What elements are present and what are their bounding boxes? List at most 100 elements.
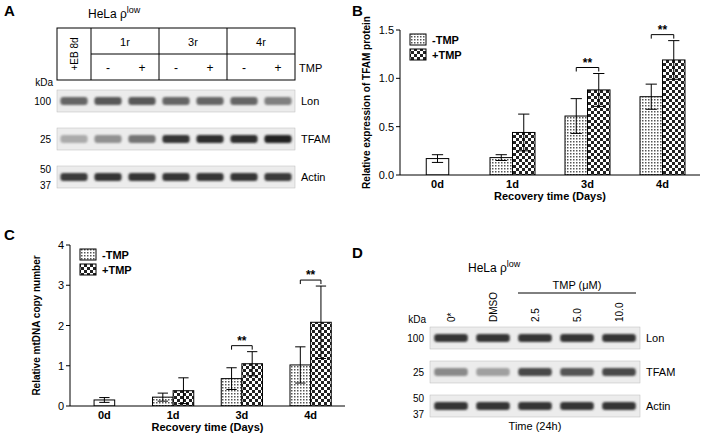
treatment: +: [206, 61, 213, 75]
x-tick-label: 4d: [304, 409, 317, 421]
legend-swatch: [80, 249, 96, 260]
error-cap: [178, 377, 188, 378]
band-name: TFAM: [646, 366, 675, 378]
band: [162, 135, 189, 143]
band: [518, 368, 552, 376]
significance: **: [583, 56, 593, 70]
group-label: +EB 8d: [69, 37, 80, 70]
significance: **: [658, 23, 668, 37]
bar: [490, 158, 513, 175]
band: [476, 368, 510, 376]
band-name: Lon: [646, 332, 664, 344]
y-tick-label: 4: [58, 239, 64, 251]
error-cap: [496, 154, 507, 155]
legend-label: -TMP: [432, 34, 459, 46]
y-tick: [66, 285, 70, 286]
error-bar: [651, 84, 652, 109]
error-bar: [231, 368, 232, 390]
band: [560, 334, 594, 342]
band: [434, 334, 468, 342]
lane-label: 10.0: [614, 302, 625, 322]
band: [264, 97, 291, 105]
band: [602, 402, 636, 410]
footer: Time (24h): [509, 420, 562, 432]
marker-size: 100: [407, 333, 424, 344]
y-tick-label: 1: [58, 360, 64, 372]
band: [476, 402, 510, 410]
legend-label: +TMP: [102, 264, 132, 276]
error-bar: [673, 41, 674, 80]
error-cap: [226, 367, 236, 368]
band: [196, 135, 223, 143]
error-cap: [158, 393, 168, 394]
chart: 012340d1d3d4dRecovery time (Days)Relativ…: [31, 239, 345, 433]
band: [230, 135, 257, 143]
band: [94, 173, 121, 181]
error-cap: [99, 397, 109, 398]
error-cap: [432, 154, 443, 155]
treatment: -: [174, 61, 178, 75]
marker-title: kDa: [35, 77, 53, 88]
group-line: [518, 293, 636, 294]
y-tick-label: 2: [58, 320, 64, 332]
band: [476, 334, 510, 342]
y-tick-label: 3: [58, 279, 64, 291]
band: [94, 97, 121, 105]
error-cap: [158, 401, 168, 402]
y-tick: [396, 78, 400, 79]
band: [94, 135, 121, 143]
error-cap: [646, 84, 657, 85]
legend-swatch: [410, 34, 426, 45]
band-name: Actin: [646, 400, 670, 412]
legend-label: +TMP: [432, 49, 462, 61]
y-axis: [70, 245, 71, 406]
y-tick: [396, 30, 400, 31]
panel-letter: C: [4, 226, 15, 243]
panel-letter: D: [352, 244, 363, 261]
error-bar: [162, 393, 163, 401]
marker-size: 100: [34, 96, 51, 107]
band-name: Actin: [301, 171, 325, 183]
band-name: TFAM: [301, 133, 330, 145]
x-tick-label: 0d: [431, 178, 444, 190]
error-cap: [295, 346, 305, 347]
marker-size: 50: [40, 164, 52, 175]
legend-swatch: [80, 264, 96, 275]
error-cap: [571, 133, 582, 134]
treatment: -: [242, 61, 246, 75]
error-bar: [576, 99, 577, 134]
band: [162, 97, 189, 105]
band: [264, 135, 291, 143]
x-tick-label: 1d: [167, 409, 180, 421]
error-bar: [320, 286, 321, 358]
band: [434, 402, 468, 410]
marker-size: 37: [413, 409, 425, 420]
y-tick: [66, 365, 70, 366]
treatment-label: TMP: [299, 62, 322, 74]
band: [60, 173, 87, 181]
error-cap: [593, 73, 604, 74]
y-tick: [66, 406, 70, 407]
y-tick-label: 1.5: [379, 24, 394, 36]
group-label: TMP (μM): [553, 279, 602, 291]
lane-label: 5.0: [572, 308, 583, 322]
y-tick-label: 1.0: [379, 72, 394, 84]
legend-swatch: [410, 49, 426, 60]
panel-letter: A: [4, 2, 15, 19]
treatment: -: [106, 61, 110, 75]
x-tick-label: 3d: [581, 178, 594, 190]
band: [560, 368, 594, 376]
error-cap: [99, 402, 109, 403]
x-axis: [70, 406, 345, 407]
blot-strip: [57, 128, 295, 150]
lane-label: 0*: [446, 312, 457, 322]
blot-strip: [57, 166, 295, 188]
error-cap: [571, 98, 582, 99]
error-bar: [437, 155, 438, 163]
marker-size: 25: [413, 367, 425, 378]
plot-area: [426, 41, 685, 175]
x-axis-title: Recovery time (Days): [152, 421, 264, 433]
marker-title: kDa: [408, 314, 426, 325]
error-bar: [598, 74, 599, 107]
x-axis-title: Recovery time (Days): [494, 190, 606, 202]
